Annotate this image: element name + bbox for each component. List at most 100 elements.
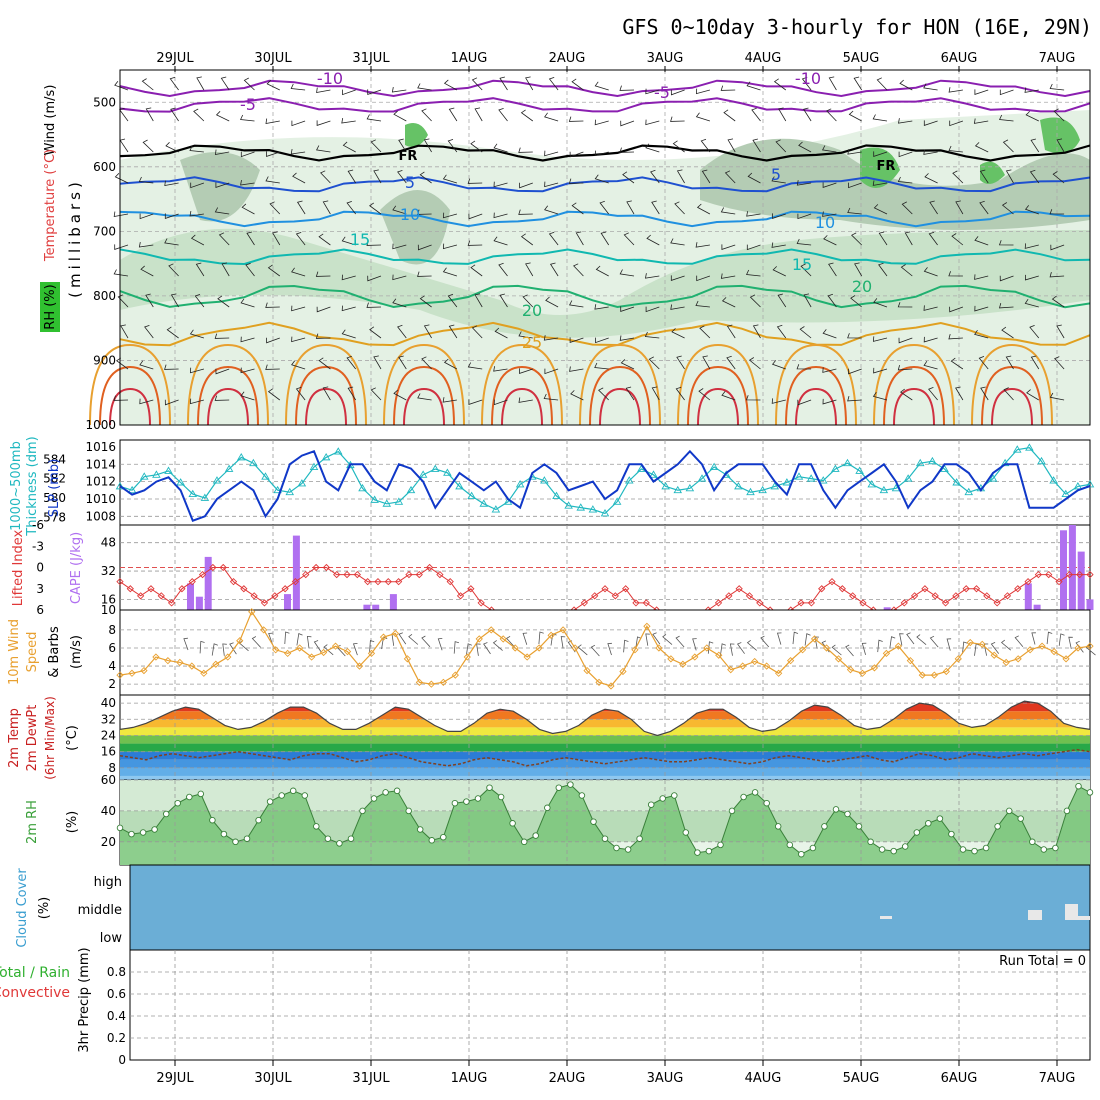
wind-barb	[923, 305, 938, 311]
wind-barb	[549, 262, 559, 277]
rh-point	[463, 798, 470, 805]
rh-point	[567, 781, 574, 788]
surface-isotherm	[197, 365, 259, 426]
rh-point	[301, 792, 309, 799]
top-date-label: 3AUG	[647, 51, 684, 66]
wind-barb	[544, 205, 559, 215]
rh-point	[844, 810, 851, 818]
wind-barb	[623, 232, 635, 246]
wind-barb	[214, 395, 230, 401]
thickness-point	[673, 485, 683, 494]
wind-barb	[772, 266, 786, 277]
cape-tick-label: 10	[101, 603, 116, 617]
wind-barb	[644, 331, 660, 339]
bottom-date-label: 7AUG	[1039, 1071, 1076, 1086]
li-point	[302, 570, 310, 579]
wind-barb	[544, 150, 559, 157]
thickness-point	[1012, 445, 1022, 453]
wind-barb	[393, 389, 407, 401]
wind-barb	[265, 302, 280, 308]
surface-isotherm	[677, 343, 759, 426]
li-point	[745, 592, 754, 600]
wind-barb	[928, 231, 938, 246]
surface-wind-barb	[675, 635, 685, 648]
precip-tick-label: 0.8	[107, 965, 126, 979]
wind-speed-point	[200, 669, 208, 677]
wind-barb	[645, 143, 660, 153]
wind-label-3: & Barbs	[47, 626, 62, 678]
wind-barb	[974, 89, 989, 95]
wind-barb	[316, 306, 331, 313]
wind-barb	[189, 398, 205, 405]
wind-barb	[421, 356, 432, 370]
thickness-point	[467, 491, 476, 499]
thickness-point	[758, 485, 767, 494]
wind-speed-point	[511, 644, 519, 652]
wind-barb	[468, 399, 483, 405]
wind-barb	[620, 120, 635, 127]
wind-barb	[600, 231, 610, 246]
wind-barb	[315, 271, 331, 277]
surface-wind-barb	[352, 643, 358, 656]
wind-barb	[315, 333, 331, 339]
wind-barb	[366, 114, 382, 122]
wind-speed-point	[583, 666, 591, 675]
surface-wind-barb	[607, 642, 612, 656]
top-date-label: 2AUG	[549, 51, 586, 66]
wind-barb	[1030, 355, 1040, 370]
wind-barb	[1005, 355, 1014, 370]
thickness-point	[564, 501, 573, 509]
wind-barb	[518, 331, 533, 339]
temp-label-3: (6hr Min/Max)	[43, 696, 57, 780]
wind-barb	[924, 173, 938, 184]
rh-point	[405, 807, 412, 815]
li-point	[838, 585, 846, 593]
wind-barb	[771, 398, 786, 404]
rh-tick-label: 60	[101, 773, 116, 787]
temperature-panel: 8 16 24 32 40 2m Temp 2m DewPt (6hr Min/Max)…	[7, 694, 1091, 781]
wind-barb	[568, 116, 584, 122]
wind-speed-point	[798, 646, 807, 654]
rh-point	[613, 844, 620, 852]
wind-barb	[878, 262, 888, 277]
surface-wind-barb	[776, 632, 782, 645]
li-point	[229, 578, 238, 586]
surface-isotherm	[697, 387, 739, 426]
isotherm-lines	[89, 79, 1091, 426]
wind-barb	[594, 174, 609, 184]
pressure-tick-label: 1000	[85, 418, 116, 432]
pressure-axis: 500 600 700 800 900 1000	[85, 95, 116, 432]
wind-barb	[823, 235, 837, 246]
wind-barb	[594, 362, 609, 370]
surface-wind-barb	[946, 638, 952, 651]
wind-axes: 2 4 6 8	[108, 623, 116, 691]
surface-wind-barb	[522, 632, 528, 645]
rh-tick-label: 40	[101, 804, 116, 818]
wind-barb	[221, 262, 230, 277]
wind-barb	[548, 231, 559, 246]
wind-tick-label: 4	[108, 659, 116, 673]
thickness-point	[855, 466, 864, 474]
wind-barb	[518, 147, 533, 153]
wind-speed-point	[343, 647, 352, 656]
wind-barb	[974, 329, 989, 339]
wind-barb	[748, 357, 761, 370]
rh-point	[509, 820, 516, 827]
wind-barb	[898, 337, 913, 344]
isotherm-line	[119, 284, 1091, 309]
wind-barb	[196, 76, 205, 91]
wind-barb	[291, 360, 306, 370]
wind-barb	[872, 391, 888, 401]
wind-barb	[594, 119, 609, 126]
thickness-point	[540, 476, 549, 484]
thickness-point	[152, 470, 161, 478]
wind-speed-point	[295, 644, 304, 652]
slp-tick-label: 1010	[85, 492, 116, 506]
temp-tick-label: 40	[101, 696, 116, 710]
surface-isotherm	[687, 365, 749, 426]
wind-barb	[749, 294, 761, 308]
thickness-point	[576, 503, 586, 511]
wind-barb	[518, 209, 533, 215]
wind-barb	[240, 336, 255, 343]
wind-barb	[447, 293, 458, 308]
